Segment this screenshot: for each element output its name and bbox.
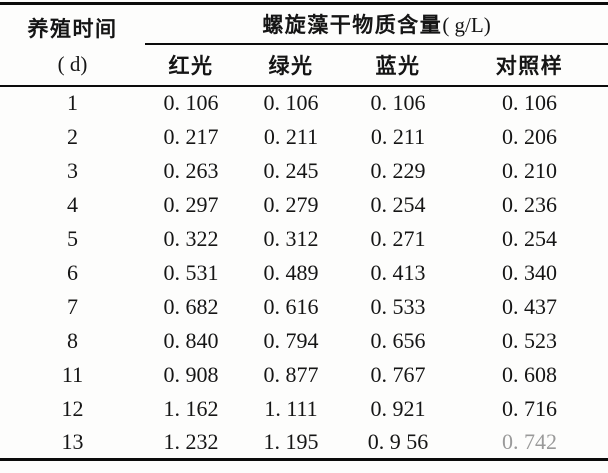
value-cell: 0. 533	[370, 293, 426, 319]
cultivation-time-unit: ( d)	[57, 51, 88, 76]
value-cell: 0. 297	[163, 191, 219, 217]
value-cell: 0. 211	[263, 123, 319, 149]
value-cell: 0. 254	[370, 191, 426, 217]
value-cell: 0. 254	[502, 225, 558, 251]
value-cell: 0. 794	[263, 327, 319, 353]
value-cell: 0. 106	[502, 90, 558, 115]
value-cell: 0. 413	[370, 259, 426, 285]
col-header-cultivation-time: 养殖时间 ( d)	[0, 3, 145, 87]
table-row: 5 0. 322 0. 312 0. 271 0. 254	[0, 222, 608, 256]
table-row: 3 0. 263 0. 245 0. 229 0. 210	[0, 154, 608, 188]
day-cell: 2	[67, 123, 78, 149]
value-cell: 0. 271	[370, 225, 426, 251]
dry-matter-content-label: 螺旋藻干物质含量	[262, 13, 443, 37]
day-cell: 1	[67, 90, 78, 115]
col-header-red-light: 红光	[145, 43, 237, 87]
value-cell: 0. 217	[163, 123, 219, 149]
value-cell: 0. 682	[163, 293, 219, 319]
day-cell: 7	[67, 293, 78, 319]
table-row: 4 0. 297 0. 279 0. 254 0. 236	[0, 188, 608, 222]
value-cell: 0. 263	[163, 157, 219, 183]
col-header-blue-light: 蓝光	[345, 43, 451, 87]
table-header: 养殖时间 ( d) 螺旋藻干物质含量( g/L) 红光 绿光 蓝光 对照样	[0, 3, 608, 87]
col-header-control-sample: 对照样	[451, 43, 608, 87]
value-cell: 0. 279	[263, 191, 319, 217]
value-cell: 0. 210	[502, 157, 558, 183]
table-body: 1 0. 106 0. 106 0. 106 0. 106 2 0. 217 0. 211 0.…	[0, 86, 608, 461]
table-row: 8 0. 840 0. 794 0. 656 0. 523	[0, 324, 608, 358]
value-cell: 0. 716	[502, 395, 558, 421]
table-row: 6 0. 531 0. 489 0. 413 0. 340	[0, 256, 608, 290]
value-cell: 0. 340	[502, 259, 558, 285]
table-row: 11 0. 908 0. 877 0. 767 0. 608	[0, 358, 608, 392]
value-cell: 0. 877	[263, 361, 319, 387]
col-header-green-light: 绿光	[237, 43, 345, 87]
value-cell: 0. 245	[263, 157, 319, 183]
day-cell: 5	[67, 225, 78, 251]
value-cell: 0. 206	[502, 123, 558, 149]
value-cell: 0. 322	[163, 225, 219, 251]
value-cell: 0. 656	[370, 327, 426, 353]
subheader-row: 红光 绿光 蓝光 对照样	[0, 43, 608, 87]
day-cell: 6	[67, 259, 78, 285]
dry-matter-content-unit: ( g/L)	[442, 12, 491, 37]
table-row: 12 1. 162 1. 111 0. 921 0. 716	[0, 392, 608, 426]
value-cell: 0. 236	[502, 191, 558, 217]
table-row: 13 1. 232 1. 195 0. 9 56 0. 742	[0, 425, 608, 461]
value-cell: 0. 106	[263, 90, 319, 115]
value-cell: 0. 608	[502, 361, 558, 387]
value-cell: 0. 921	[370, 395, 426, 421]
cultivation-time-label: 养殖时间	[27, 17, 118, 41]
header-row-top: 养殖时间 ( d) 螺旋藻干物质含量( g/L)	[0, 3, 608, 87]
table-row: 2 0. 217 0. 211 0. 211 0. 206	[0, 120, 608, 154]
table-row: 7 0. 682 0. 616 0. 533 0. 437	[0, 290, 608, 324]
value-cell: 0. 437	[502, 293, 558, 319]
value-cell: 0. 106	[370, 90, 426, 115]
value-cell: 0. 489	[263, 259, 319, 285]
value-cell: 0. 312	[263, 225, 319, 251]
value-cell: 0. 908	[163, 361, 219, 387]
spirulina-dry-matter-table: 养殖时间 ( d) 螺旋藻干物质含量( g/L) 红光 绿光 蓝光 对照样 1 0…	[0, 2, 608, 461]
value-cell: 0. 106	[163, 90, 219, 115]
table-row: 1 0. 106 0. 106 0. 106 0. 106	[0, 86, 608, 120]
value-cell: 1. 111	[264, 395, 318, 421]
value-cell: 1. 162	[163, 395, 219, 421]
value-cell: 0. 211	[370, 123, 426, 149]
value-cell: 0. 523	[502, 327, 558, 353]
value-cell: 0. 767	[370, 361, 426, 387]
value-cell: 1. 195	[237, 425, 345, 461]
value-cell: 0. 229	[370, 157, 426, 183]
value-cell: 0. 840	[163, 327, 219, 353]
value-cell: 0. 9 56	[345, 425, 451, 461]
day-cell: 12	[61, 395, 84, 421]
value-cell: 1. 232	[145, 425, 237, 461]
day-cell: 4	[67, 191, 78, 217]
day-cell: 8	[67, 327, 78, 353]
day-cell: 11	[61, 361, 84, 387]
col-header-dry-matter-content: 螺旋藻干物质含量( g/L)	[145, 3, 608, 45]
value-cell: 0. 742	[451, 425, 608, 461]
value-cell: 0. 531	[163, 259, 219, 285]
day-cell: 3	[67, 157, 78, 183]
day-cell: 13	[0, 425, 145, 461]
value-cell: 0. 616	[263, 293, 319, 319]
